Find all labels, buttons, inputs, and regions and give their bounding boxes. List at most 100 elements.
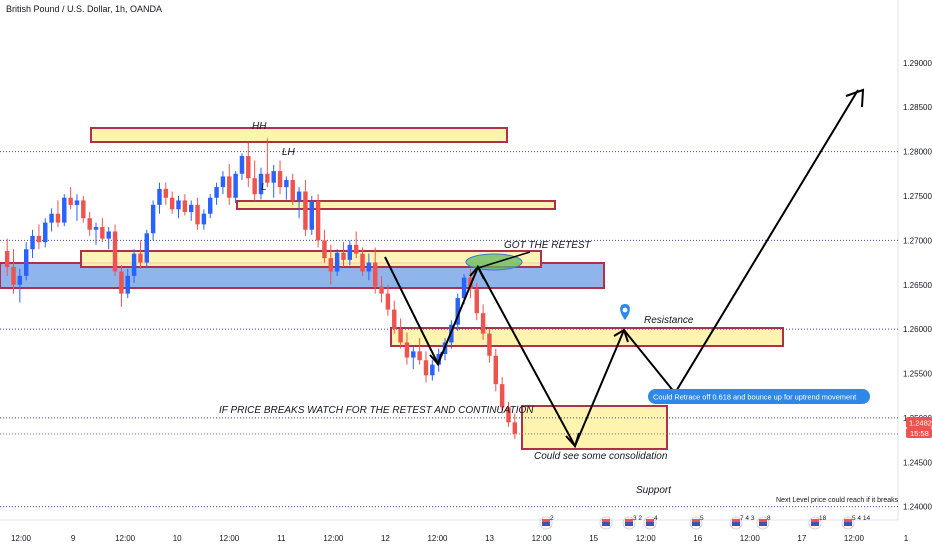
- support-label: Support: [636, 485, 672, 496]
- location-pin-icon[interactable]: [620, 304, 630, 320]
- candle-body: [125, 275, 130, 294]
- economic-events: 2 3 2 4 5 7 4 3 8 18 5 4 14: [539, 515, 870, 530]
- candle-body: [87, 218, 92, 230]
- candle-body: [385, 293, 391, 310]
- price-axis[interactable]: 1.29000 1.28500 1.28000 1.27500 1.27000 1.265…: [903, 59, 932, 512]
- y-tick-label: 1.25500: [903, 370, 932, 379]
- event-flag-icon: 4: [643, 515, 658, 530]
- countdown-value: 15:58: [910, 429, 929, 438]
- candle-body: [112, 231, 118, 272]
- retrace-bubble-text: Could Retrace off 0.618 and bounce up fo…: [653, 393, 856, 402]
- x-tick-label: 12:00: [740, 534, 761, 543]
- candle-body: [138, 253, 143, 263]
- x-tick-label: 12:00: [844, 534, 865, 543]
- x-tick-label: 17: [797, 534, 806, 543]
- candle-body: [303, 191, 308, 230]
- event-flag-icon: 7 4 3: [729, 515, 755, 530]
- candle-body: [347, 244, 353, 260]
- event-count: 5 4 14: [852, 515, 870, 522]
- resistance-zone-mid[interactable]: [236, 200, 556, 210]
- countdown-tag: [906, 428, 932, 438]
- y-tick-label: 1.26000: [903, 325, 932, 334]
- candle-body: [271, 171, 276, 183]
- event-count: 4: [654, 515, 658, 522]
- candle-body: [17, 275, 23, 285]
- candle-body: [499, 384, 505, 408]
- resistance-label: Resistance: [644, 315, 694, 326]
- candle-body: [74, 200, 80, 205]
- y-tick-label: 1.24500: [903, 458, 932, 467]
- candle-body: [239, 156, 245, 174]
- breakout-note: IF PRICE BREAKS WATCH FOR THE RETEST AND…: [219, 405, 534, 416]
- retest-zone[interactable]: [80, 250, 542, 268]
- candle-body: [461, 277, 467, 299]
- candle-body: [398, 329, 403, 343]
- y-tick-label: 1.24000: [903, 503, 932, 512]
- consolidation-zone[interactable]: [521, 405, 668, 450]
- candle-body: [106, 231, 111, 239]
- candle-body: [93, 227, 99, 230]
- event-count: 18: [819, 515, 827, 522]
- candle-body: [258, 173, 264, 195]
- chart-title: British Pound / U.S. Dollar, 1h, OANDA: [6, 4, 163, 14]
- candle-body: [100, 227, 105, 239]
- time-axis[interactable]: 12:00 9 12:00 10 12:00 11 12:00 12 12:00 13 12:00 1…: [11, 534, 909, 543]
- candle-body: [11, 267, 16, 285]
- x-tick-label: 10: [173, 534, 182, 543]
- candle-body: [392, 309, 397, 330]
- candle-body: [417, 351, 422, 361]
- candle-body: [512, 422, 518, 434]
- arrowhead-5: [845, 88, 865, 108]
- last-price-value: 1.24820: [909, 419, 932, 428]
- consolidation-label: Could see some consolidation: [534, 451, 668, 462]
- candle-body: [62, 197, 67, 223]
- candle-body: [379, 286, 384, 294]
- candle-body: [23, 249, 29, 276]
- candle-body: [81, 200, 86, 219]
- y-tick-label: 1.26500: [903, 281, 932, 290]
- x-tick-label: 12:00: [323, 534, 344, 543]
- x-tick-label: 13: [485, 534, 494, 543]
- lh-label: LH: [282, 147, 296, 158]
- candle-body: [55, 213, 61, 223]
- x-tick-label: 16: [693, 534, 702, 543]
- event-count: 3 2: [633, 515, 642, 522]
- event-count: 2: [550, 515, 554, 522]
- candle-body: [474, 289, 479, 314]
- candle-body: [201, 213, 207, 225]
- candle-body: [265, 173, 270, 183]
- candle-body: [480, 313, 486, 334]
- arrowhead-4: [613, 328, 629, 343]
- event-flag-icon: 8: [756, 515, 771, 530]
- candle-body: [341, 252, 346, 260]
- event-flag-icon: 18: [808, 515, 827, 530]
- candle-body: [411, 351, 416, 358]
- y-tick-label: 1.28500: [903, 103, 932, 112]
- candle-body: [220, 176, 226, 188]
- candle-body: [296, 191, 302, 201]
- candle-body: [328, 258, 334, 272]
- candle-body: [188, 204, 194, 212]
- event-flag-icon: 2: [539, 515, 554, 530]
- resistance-zone-top[interactable]: [90, 127, 508, 143]
- candle-body: [309, 201, 314, 230]
- candle-body: [163, 188, 169, 198]
- l-label: L: [261, 182, 267, 193]
- candle-body: [373, 262, 378, 287]
- event-flag-icon: [599, 516, 613, 530]
- candle-body: [423, 360, 429, 376]
- event-flag-icon: 3 2: [622, 515, 642, 530]
- candle-body: [246, 156, 251, 179]
- last-price-tag: [906, 417, 932, 428]
- candle-body: [176, 200, 181, 210]
- candle-body: [208, 197, 213, 214]
- retrace-bubble[interactable]: [648, 389, 870, 404]
- candle-body: [182, 200, 188, 212]
- candle-body: [214, 187, 219, 198]
- candle-body: [404, 342, 410, 358]
- candle-body: [322, 240, 327, 259]
- candle-body: [487, 333, 492, 356]
- candle-body: [506, 407, 511, 423]
- y-tick-label: 1.27000: [903, 236, 932, 245]
